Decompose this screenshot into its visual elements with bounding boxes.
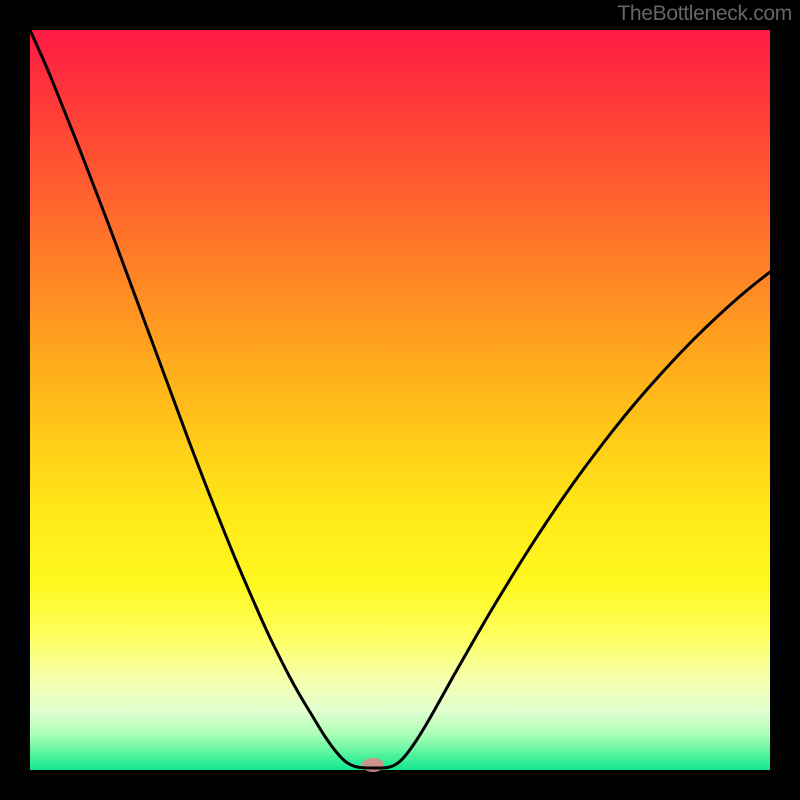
bottleneck-chart: [0, 0, 800, 800]
watermark-text: TheBottleneck.com: [617, 2, 792, 26]
gradient-background: [30, 30, 770, 770]
optimal-marker: [362, 758, 384, 772]
chart-container: TheBottleneck.com: [0, 0, 800, 800]
